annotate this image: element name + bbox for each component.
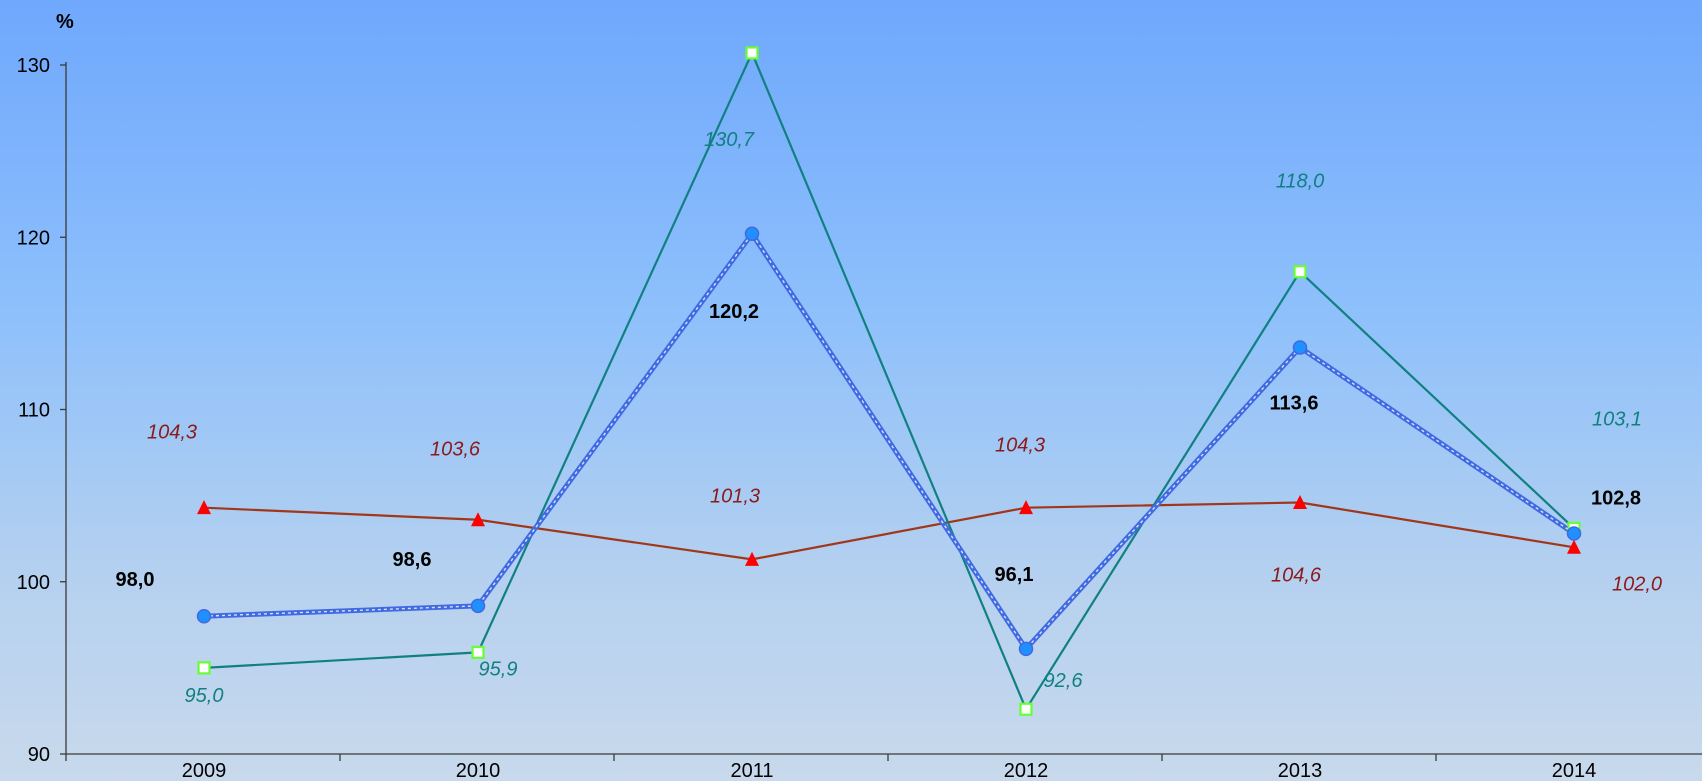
data-labels: 98,0 98,6 120,2 96,1 113,6 102,8 95,0 95,9 130,7… <box>116 129 1663 707</box>
point-marker-circle <box>744 226 760 242</box>
data-label-red: 103,6 <box>430 439 481 461</box>
data-label-red: 104,3 <box>147 422 197 444</box>
point-marker-square <box>1019 702 1033 716</box>
markers <box>196 46 1582 716</box>
data-label-teal: 95,9 <box>479 658 518 680</box>
y-tick-label: 130 <box>17 55 50 77</box>
data-label-main: 102,8 <box>1591 488 1641 510</box>
data-label-red: 101,3 <box>710 485 760 507</box>
data-label-main: 120,2 <box>709 301 759 323</box>
point-marker-triangle <box>1019 500 1033 515</box>
x-tick-label: 2009 <box>182 760 227 781</box>
data-label-teal: 118,0 <box>1276 171 1325 193</box>
point-marker-triangle <box>471 512 485 527</box>
data-label-main: 98,6 <box>393 549 432 571</box>
point-marker-square <box>1293 265 1307 279</box>
x-tick-label: 2011 <box>730 760 773 781</box>
x-tick-label: 2013 <box>1278 760 1323 781</box>
point-marker-triangle <box>1567 539 1581 554</box>
point-marker-circle <box>196 608 212 624</box>
point-marker-triangle <box>745 551 759 566</box>
point-marker-circle <box>1018 641 1034 657</box>
point-marker-triangle <box>197 500 211 515</box>
data-label-teal: 95,0 <box>185 685 224 707</box>
axes: 90 100 110 120 130 2009 2010 2011 2012 2013 2014 <box>17 55 1702 781</box>
series-line-main-dotted <box>203 232 1575 651</box>
data-label-red: 104,3 <box>995 435 1045 457</box>
y-tick-label: 100 <box>17 572 50 594</box>
x-tick-label: 2010 <box>456 760 501 781</box>
y-tick-label: 110 <box>18 400 50 422</box>
data-label-main: 96,1 <box>995 564 1034 586</box>
series-lines <box>203 51 1576 711</box>
data-label-teal: 103,1 <box>1592 408 1642 430</box>
data-label-teal: 130,7 <box>704 129 755 151</box>
y-tick-label: 120 <box>17 227 50 249</box>
data-label-red: 102,0 <box>1612 573 1662 595</box>
series-line-red <box>203 501 1575 561</box>
point-marker-triangle <box>1293 495 1307 510</box>
point-marker-square <box>471 645 485 659</box>
y-axis-label: % <box>56 11 74 33</box>
point-marker-circle <box>1566 526 1582 541</box>
point-marker-square <box>745 46 759 60</box>
point-marker-square <box>197 661 211 675</box>
data-label-main: 113,6 <box>1270 392 1319 414</box>
series-line-teal <box>203 51 1575 711</box>
data-label-main: 98,0 <box>116 569 155 591</box>
data-label-red: 104,6 <box>1271 565 1322 587</box>
data-label-teal: 92,6 <box>1044 670 1084 692</box>
x-tick-label: 2014 <box>1552 760 1597 781</box>
point-marker-circle <box>1292 340 1308 355</box>
x-tick-label: 2012 <box>1004 760 1049 781</box>
y-tick-label: 90 <box>28 744 50 766</box>
point-marker-circle <box>470 598 486 614</box>
